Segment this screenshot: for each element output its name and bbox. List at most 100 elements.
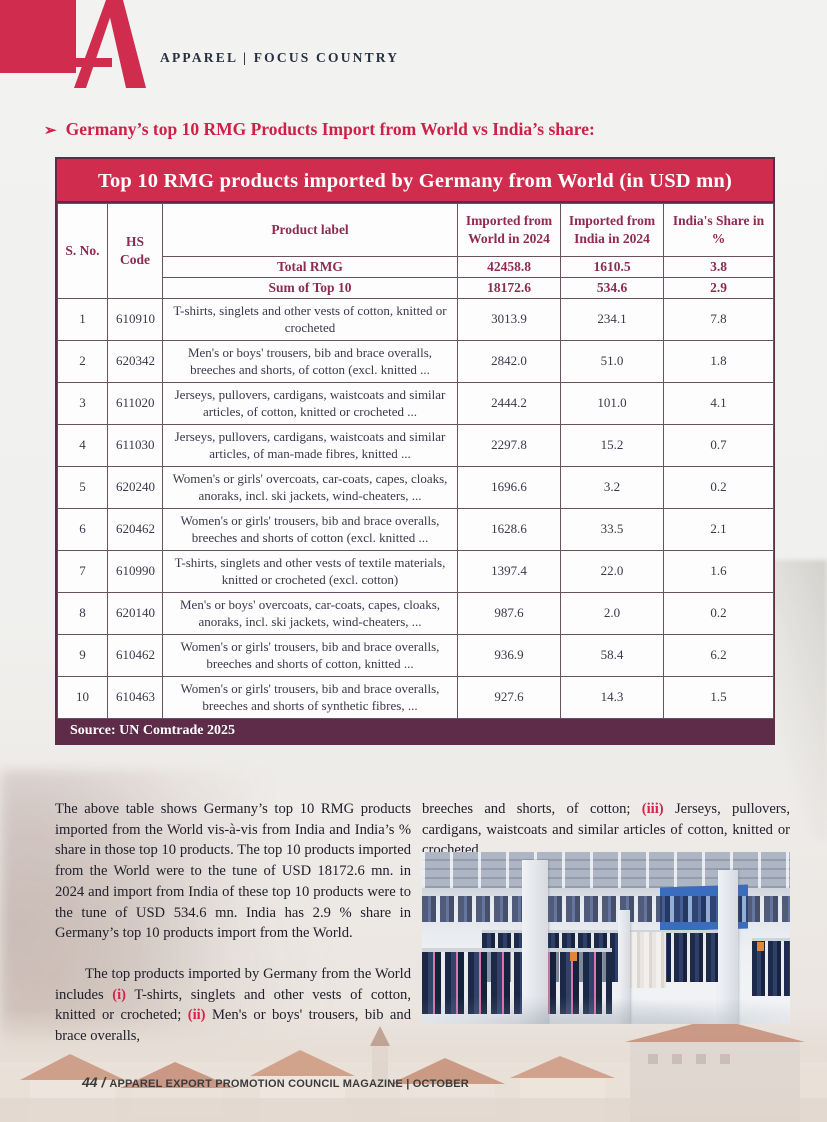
- table-row: 5 620240 Women's or girls' overcoats, ca…: [57, 466, 774, 509]
- table-row: 6 620462 Women's or girls' trousers, bib…: [57, 508, 774, 551]
- cell-share-value: 4.1: [663, 382, 774, 425]
- cell-product-label: T-shirts, singlets and other vests of co…: [162, 298, 458, 341]
- paragraph-summary: The above table shows Germany’s top 10 R…: [55, 801, 411, 942]
- cell-sno: 4: [57, 424, 108, 467]
- cell-india-value: 33.5: [560, 508, 664, 551]
- cell-sno: 9: [57, 634, 108, 677]
- list-marker-i: (i): [112, 986, 127, 1003]
- cell-sno: 10: [57, 676, 108, 719]
- summary-india-value: 534.6: [560, 277, 664, 299]
- photo-rack: [422, 948, 612, 1014]
- body-text-left-column: The above table shows Germany’s top 10 R…: [55, 799, 411, 1047]
- photo-pillar: [718, 870, 738, 1024]
- apparel-showroom-photo: [422, 852, 790, 1024]
- cell-share-value: 0.2: [663, 466, 774, 509]
- summary-share-value: 3.8: [663, 256, 774, 278]
- table-row: 4 611030 Jerseys, pullovers, cardigans, …: [57, 424, 774, 467]
- cell-india-value: 15.2: [560, 424, 664, 467]
- cell-product-label: Women's or girls' trousers, bib and brac…: [162, 634, 458, 677]
- page-footer: 44 /APPAREL EXPORT PROMOTION COUNCIL MAG…: [82, 1074, 469, 1092]
- section-heading: ➢ Germany’s top 10 RMG Products Import fr…: [44, 119, 595, 140]
- table-title: Top 10 RMG products imported by Germany …: [57, 159, 773, 203]
- rmg-import-table: Top 10 RMG products imported by Germany …: [55, 157, 775, 745]
- apparel-a-logo-icon: [66, 0, 146, 88]
- cell-world-value: 3013.9: [457, 298, 561, 341]
- photo-pillar: [618, 910, 630, 1024]
- masthead-title: APPAREL | FOCUS COUNTRY: [160, 50, 400, 65]
- cell-sno: 1: [57, 298, 108, 341]
- photo-orange-tag: [570, 952, 577, 961]
- table-row: 3 611020 Jerseys, pullovers, cardigans, …: [57, 382, 774, 425]
- cell-india-value: 234.1: [560, 298, 664, 341]
- cell-india-value: 14.3: [560, 676, 664, 719]
- summary-share-value: 2.9: [663, 277, 774, 299]
- cell-sno: 5: [57, 466, 108, 509]
- table-row: 7 610990 T-shirts, singlets and other ve…: [57, 550, 774, 593]
- column-header-product: Product label: [162, 203, 458, 257]
- cell-sno: 8: [57, 592, 108, 635]
- photo-floor-shadows: [422, 990, 790, 1024]
- cell-world-value: 936.9: [457, 634, 561, 677]
- cell-share-value: 1.5: [663, 676, 774, 719]
- logo-red-block: [0, 0, 76, 73]
- arrow-bullet-icon: ➢: [44, 123, 57, 139]
- summary-label: Sum of Top 10: [162, 277, 458, 299]
- paragraph-segment: breeches and shorts, of cotton;: [422, 801, 642, 817]
- cell-world-value: 987.6: [457, 592, 561, 635]
- cell-world-value: 2444.2: [457, 382, 561, 425]
- cell-india-value: 22.0: [560, 550, 664, 593]
- table-body: 1 610910 T-shirts, singlets and other ve…: [57, 298, 774, 719]
- cell-hscode: 620342: [107, 340, 163, 383]
- cell-world-value: 927.6: [457, 676, 561, 719]
- cell-world-value: 1628.6: [457, 508, 561, 551]
- magazine-title: APPAREL EXPORT PROMOTION COUNCIL MAGAZIN…: [109, 1078, 469, 1090]
- cell-sno: 2: [57, 340, 108, 383]
- cell-india-value: 101.0: [560, 382, 664, 425]
- cell-product-label: Men's or boys' overcoats, car-coats, cap…: [162, 592, 458, 635]
- summary-world-value: 42458.8: [457, 256, 561, 278]
- page-number: 44 /: [82, 1074, 106, 1090]
- summary-row-total-rmg: Total RMG 42458.8 1610.5 3.8: [58, 256, 774, 278]
- photo-pillar: [522, 860, 548, 1024]
- column-header-share: India's Share in %: [663, 203, 774, 257]
- cell-share-value: 1.8: [663, 340, 774, 383]
- cityscape-rooftops-graphic: [0, 1018, 827, 1122]
- cell-hscode: 610463: [107, 676, 163, 719]
- cell-world-value: 2842.0: [457, 340, 561, 383]
- summary-world-value: 18172.6: [457, 277, 561, 299]
- cell-product-label: Jerseys, pullovers, cardigans, waistcoat…: [162, 424, 458, 467]
- cell-share-value: 0.7: [663, 424, 774, 467]
- cell-product-label: T-shirts, singlets and other vests of te…: [162, 550, 458, 593]
- cell-share-value: 1.6: [663, 550, 774, 593]
- column-header-world: Imported from World in 2024: [457, 203, 561, 257]
- table-row: 8 620140 Men's or boys' overcoats, car-c…: [57, 592, 774, 635]
- cell-india-value: 3.2: [560, 466, 664, 509]
- background-cityscape: [0, 1010, 827, 1122]
- photo-orange-tag: [757, 942, 764, 951]
- cell-hscode: 611030: [107, 424, 163, 467]
- cell-world-value: 2297.8: [457, 424, 561, 467]
- cell-hscode: 620462: [107, 508, 163, 551]
- cell-world-value: 1696.6: [457, 466, 561, 509]
- list-marker-iii: (iii): [641, 801, 664, 817]
- column-header-sno: S. No.: [57, 203, 108, 299]
- cell-hscode: 620240: [107, 466, 163, 509]
- column-header-hscode: HS Code: [107, 203, 163, 299]
- cell-share-value: 7.8: [663, 298, 774, 341]
- cell-share-value: 0.2: [663, 592, 774, 635]
- cell-india-value: 51.0: [560, 340, 664, 383]
- background-town-texture: [0, 770, 420, 1050]
- cell-india-value: 2.0: [560, 592, 664, 635]
- cell-hscode: 611020: [107, 382, 163, 425]
- cell-world-value: 1397.4: [457, 550, 561, 593]
- cell-india-value: 58.4: [560, 634, 664, 677]
- cell-hscode: 610910: [107, 298, 163, 341]
- cell-hscode: 610462: [107, 634, 163, 677]
- table-row: 2 620342 Men's or boys' trousers, bib an…: [57, 340, 774, 383]
- cell-share-value: 2.1: [663, 508, 774, 551]
- cell-hscode: 610990: [107, 550, 163, 593]
- table-header-row: S. No. HS Code Product label Imported fr…: [57, 203, 774, 299]
- summary-label: Total RMG: [162, 256, 458, 278]
- paragraph-segment: T-shirts, singlets and other vests of co…: [55, 986, 411, 1024]
